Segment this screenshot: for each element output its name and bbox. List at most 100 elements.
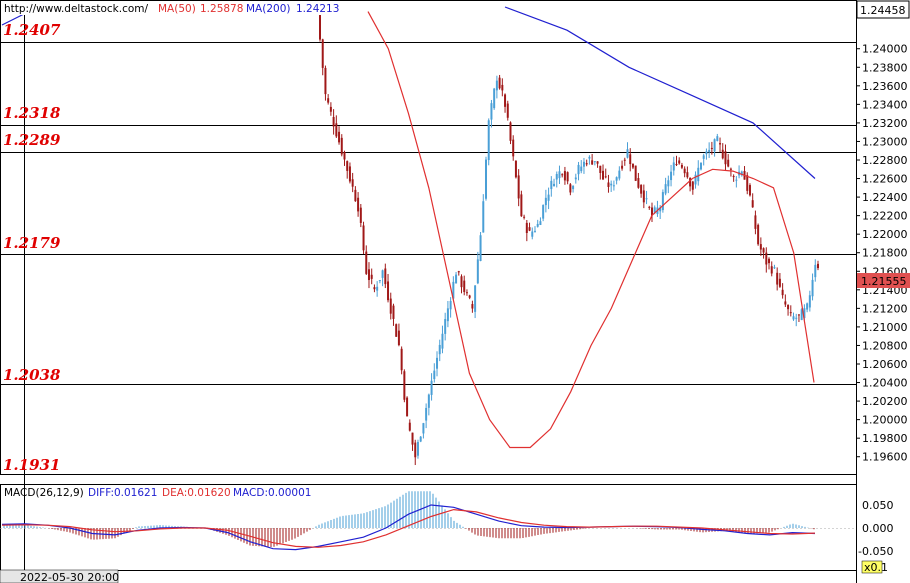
macd-tick-bottom: -0.050 <box>858 545 893 558</box>
candle-body <box>814 264 817 278</box>
candle-body <box>495 80 498 91</box>
candle-body <box>414 442 417 458</box>
candle-body <box>776 272 779 285</box>
candle-body <box>411 432 414 445</box>
level-label-4: 1.2179 <box>3 234 61 252</box>
candle-body <box>476 259 479 284</box>
candle-body <box>490 103 493 120</box>
candle-body <box>585 163 588 165</box>
candle-body <box>321 39 324 68</box>
candle-body <box>699 162 702 170</box>
date-label: 2022-05-30 20:00 <box>20 571 119 583</box>
candle-body <box>381 270 384 278</box>
candle-body <box>547 194 550 201</box>
candle-body <box>631 163 634 168</box>
top-price-box <box>856 0 910 19</box>
candle-body <box>357 197 360 212</box>
candle-body <box>806 303 809 310</box>
candle-body <box>778 278 781 287</box>
candle-body <box>792 316 795 320</box>
candle-body <box>721 149 724 159</box>
macd-dea-label: DEA:0.01620 <box>162 487 231 499</box>
price-tick-label: 1.23200 <box>862 117 908 130</box>
candle-body <box>618 170 621 179</box>
candle-body <box>732 176 735 178</box>
candle-body <box>599 165 602 173</box>
candle-body <box>629 154 632 165</box>
candle-body <box>525 222 528 233</box>
zoom-label[interactable]: x0.1 <box>864 561 888 574</box>
candle-body <box>430 380 433 395</box>
candle-body <box>719 143 722 145</box>
candlesticks <box>319 10 819 466</box>
price-tick-label: 1.23800 <box>862 61 908 74</box>
price-tick-label: 1.20200 <box>862 395 908 408</box>
ma50-label: MA(50) <box>158 3 196 15</box>
candle-body <box>765 252 768 265</box>
candle-body <box>561 174 564 176</box>
candle-body <box>582 161 585 167</box>
ma200-line <box>504 6 816 179</box>
zoom-box[interactable] <box>861 560 883 574</box>
price-tick-label: 1.23400 <box>862 98 908 111</box>
candle-body <box>634 165 637 181</box>
ma50-value: 1.25878 <box>200 3 243 15</box>
macd-diff-label: DIFF:0.01621 <box>88 487 157 499</box>
candle-body <box>659 207 662 212</box>
level-label-3: 1.2289 <box>3 131 61 149</box>
candle-body <box>544 197 547 206</box>
candle-body <box>506 103 509 118</box>
candle-body <box>708 149 711 152</box>
price-tick-label: 1.21200 <box>862 302 908 315</box>
price-tick-label: 1.20000 <box>862 414 908 427</box>
candle-body <box>509 122 512 141</box>
candle-body <box>365 251 368 274</box>
price-tick-label: 1.20800 <box>862 339 908 352</box>
candle-body <box>795 317 798 319</box>
candle-body <box>574 177 577 180</box>
candle-body <box>689 177 692 187</box>
ma200-label: MA(200) <box>246 3 290 15</box>
candle-body <box>370 274 373 279</box>
candle-body <box>335 123 338 137</box>
candle-body <box>651 207 653 216</box>
candle-body <box>553 183 556 187</box>
candle-body <box>512 139 515 157</box>
candle-body <box>427 394 430 408</box>
candle-body <box>770 266 773 274</box>
candle-body <box>621 165 624 169</box>
candle-body <box>329 106 332 112</box>
candle-body <box>675 164 678 166</box>
current-price-value: 1.21555 <box>861 275 907 288</box>
price-tick-label: 1.22400 <box>862 191 908 204</box>
source-url[interactable]: http://www.deltastock.com/ <box>4 3 149 15</box>
candle-body <box>746 175 749 191</box>
candle-body <box>327 98 330 103</box>
candle-body <box>485 159 487 199</box>
candle-body <box>610 183 613 186</box>
candle-body <box>762 248 765 253</box>
candle-body <box>520 194 523 217</box>
candle-body <box>457 271 460 273</box>
candle-body <box>710 147 713 149</box>
candle-body <box>376 286 379 291</box>
candle-body <box>811 279 814 297</box>
candle-body <box>716 136 719 141</box>
candle-body <box>727 159 730 167</box>
price-tick-label: 1.23600 <box>862 80 908 93</box>
price-tick-label: 1.22000 <box>862 228 908 241</box>
price-tick-label: 1.20400 <box>862 377 908 390</box>
price-tick-label: 1.24000 <box>862 43 908 56</box>
ma50-line <box>367 11 815 449</box>
candle-body <box>406 397 409 417</box>
candle-body <box>441 333 444 349</box>
candle-body <box>501 84 504 91</box>
macd-dea-line <box>1 508 816 548</box>
candle-body <box>678 160 681 164</box>
candle-body <box>648 206 651 208</box>
candle-body <box>694 174 697 185</box>
candle-body <box>691 181 694 190</box>
candle-body <box>389 298 392 314</box>
candle-body <box>754 215 757 229</box>
